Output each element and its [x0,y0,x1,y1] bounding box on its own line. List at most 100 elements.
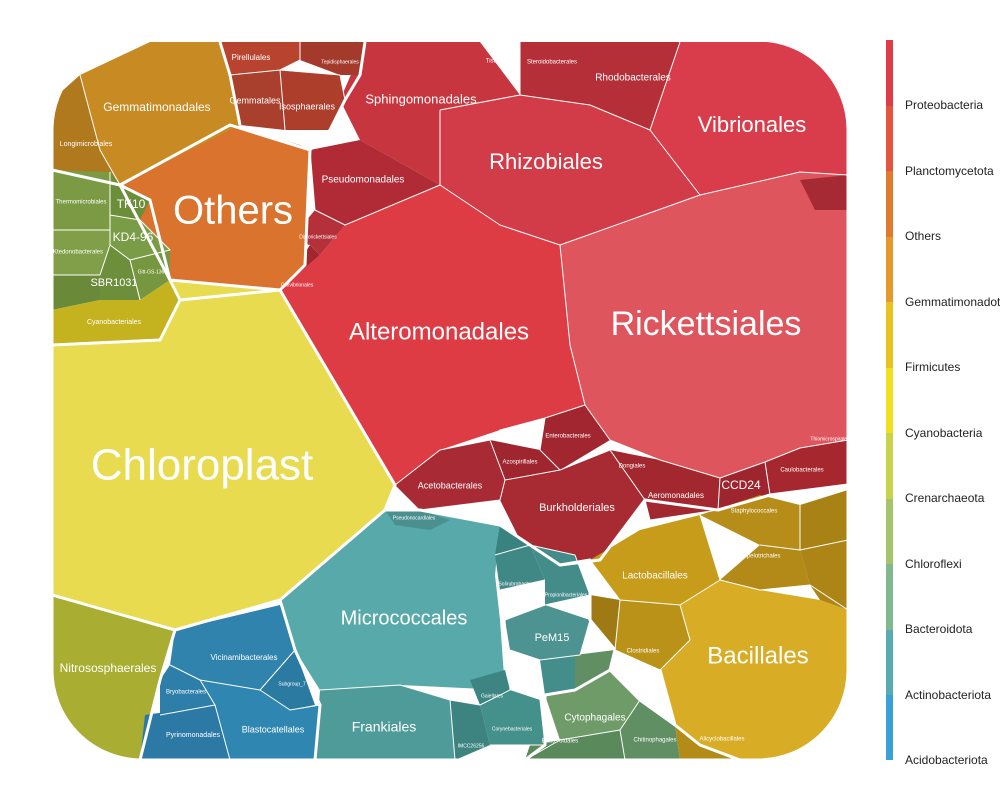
cell-tepidisphaerales [300,42,365,75]
label-thermomicrobiales: Thermomicrobiales [55,200,106,206]
label-ccd24: CCD24 [721,478,761,492]
group-cyanobacteria [52,280,395,630]
label-acetobacterales: Acetobacterales [418,480,483,490]
legend-item-proteobacteria: Proteobacteria [905,98,984,112]
legend-item-others: Others [905,229,942,243]
label-sbr1031: SBR1031 [90,277,137,289]
cell-azospirillales [490,440,560,480]
cell-gemmatimonadales [80,42,240,185]
label-cytophagales: Cytophagales [564,713,625,724]
label-micrococcales: Micrococcales [341,607,468,629]
cell-chloroplast [52,280,395,630]
cell-isosphaerales [280,70,345,130]
cell-rickettsiales [560,172,848,478]
legend-item-chloroflexi: Chloroflexi [905,557,962,571]
label-sphingomonadales: Sphingomonadales [365,91,477,106]
label-enterobacterales: Enterobacterales [545,434,590,440]
label-erysipelotrichales: Erysipelotrichales [733,554,780,560]
cell-tk10 [110,172,150,220]
label-caulobacterales: Caulobacterales [780,468,823,474]
label-lactobacillales: Lactobacillales [622,571,688,582]
cell-cytophagales [545,670,640,740]
group-crenarchaeota [52,595,175,760]
cell-pseudomonadales [310,140,440,225]
cell-chloroflexi-small [52,275,100,310]
label-gemmatimonadales: Gemmatimonadales [103,100,210,114]
cell-aeromonadales [610,450,720,520]
group-proteobacteria [280,42,848,565]
cell-pem15 [505,605,590,660]
cell-acetobacterales [395,440,505,510]
label-frankiales: Frankiales [352,719,417,735]
cell-firmicutes-small-c [590,595,620,650]
legend-swatch-cyanobacteria [886,367,893,433]
group-actinobacteriota [280,510,590,760]
label-pyrinomonadales: Pyrinomonadales [166,732,221,739]
label-gaiellales: Gaiellales [481,693,503,699]
label-vicinamibacterales: Vicinamibacterales [211,653,278,662]
legend-swatch-gemmatimonadota [886,236,893,302]
cell-longimicrobiales [52,75,120,185]
legend-item-planctomycetota: Planctomycetota [905,164,994,178]
label-tk10: TK10 [117,197,146,211]
legend-item-crenarchaeota: Crenarchaeota [905,491,985,505]
legend-swatch-proteobacteria [886,40,893,106]
label-propionibacteriales: Propionibacteriales [545,592,588,598]
legend-swatch-planctomycetota [886,105,893,171]
cell-bacteroidota-small [575,650,615,690]
cell-sphingomonadales [340,42,520,185]
cell-cyanobacteriales [52,280,180,345]
label-diplorickettsiales: Diplorickettsiales [299,234,337,240]
cell-clostridiales [615,600,690,670]
label-longimicrobiales: Longimicrobiales [60,141,113,148]
label-imcc26256: IMCC26256 [458,743,485,749]
legend-item-bacteroidota: Bacteroidota [905,622,973,636]
legend-item-acidobacteriota: Acidobacteriota [905,753,988,767]
label-others: Others [173,189,293,233]
label-alteromonadales: Alteromonadales [349,318,529,345]
cell-subgroup-7 [260,650,315,710]
legend-swatch-acidobacteriota [886,695,893,760]
legend-swatch-others [886,171,893,237]
cell-frankiales [315,685,455,760]
label-chloroplast: Chloroplast [91,441,314,490]
legend-item-firmicutes: Firmicutes [905,360,961,374]
cell-burkholderiales [500,450,645,565]
label-vibrionales: Vibrionales [698,112,806,137]
label-clostridiales: Clostridiales [627,649,660,655]
group-acidobacteriota [140,605,320,760]
label-cyanobacteriales: Cyanobacteriales [87,319,142,326]
label-rhodobacterales: Rhodobacterales [595,73,671,84]
label-steroidobacterales: Steroidobacterales [527,60,577,66]
label-gitt-gs-136: Gitt-GS-136 [138,269,165,275]
label-chitinophagales: Chitinophagales [633,738,676,744]
cell-pseudonocardiales [385,510,450,530]
label-subgroup-7: Subgroup_7 [278,681,305,687]
label-kd4-96: KD4-96 [113,230,154,244]
legend: Proteobacteria Planctomycetota Others Ge… [884,40,1000,767]
group-bacteroidota [525,650,680,760]
label-nitrososphaerales: Nitrososphaerales [60,661,157,675]
label-pseudomonadales: Pseudomonadales [322,175,405,186]
label-pirellulales: Pirellulales [232,53,271,62]
cell-rhizobiales [440,95,700,245]
cell-firmicutes-small-b [800,540,848,610]
cell-pirellulales [220,42,300,75]
legend-item-actinobacteriota: Actinobacteriota [905,688,992,702]
legend-item-gemmatimonadota: Gemmatimonadota [905,295,1000,309]
label-bacillales: Bacillales [707,642,808,669]
cell-nitrososphaerales [52,595,175,760]
cell-gaiellales [470,670,510,705]
cell-corynebacteriales [480,690,545,745]
voronoi-treemap: Chloroplast Rickettsiales Alteromonadale… [52,42,848,760]
cell-erysipelotrichales [720,545,810,590]
legend-swatch-firmicutes [886,302,893,368]
cell-vicinamibacterales [170,605,295,690]
cell-gemmatales [230,70,285,130]
legend-swatch-crenarchaeota [886,433,893,499]
cell-small-proteo-a [800,175,848,210]
cell-micrococcales [280,510,505,690]
label-azospirillales: Azospirillales [502,460,537,466]
label-pem15: PeM15 [535,632,570,644]
cell-imcc26256 [450,700,490,760]
